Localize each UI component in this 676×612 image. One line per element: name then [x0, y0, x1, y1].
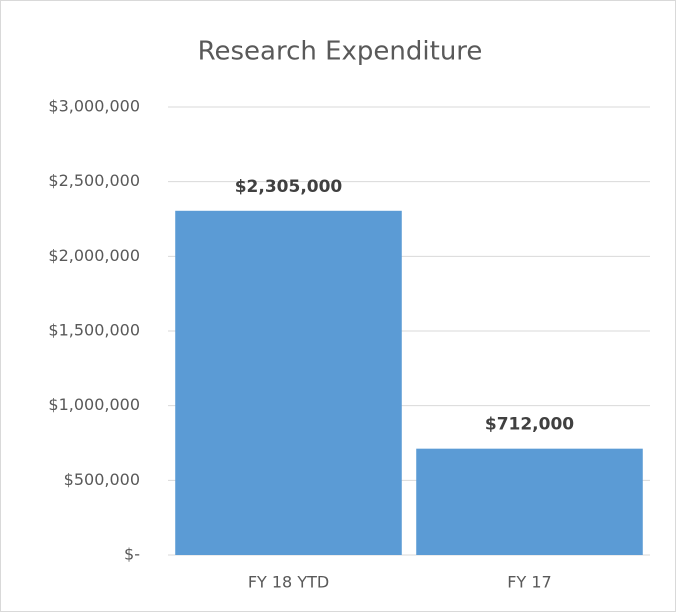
data-label: $2,305,000	[235, 177, 343, 197]
y-tick-label: $3,000,000	[48, 97, 140, 116]
y-tick-label: $-	[124, 545, 140, 564]
chart-title: Research Expenditure	[198, 37, 483, 67]
y-tick-label: $1,500,000	[48, 321, 140, 340]
bar	[175, 210, 402, 555]
y-tick-label: $1,000,000	[48, 395, 140, 414]
x-tick-label: FY 17	[507, 573, 551, 592]
y-tick-label: $2,500,000	[48, 171, 140, 190]
bar	[416, 448, 643, 555]
y-tick-label: $2,000,000	[48, 246, 140, 265]
data-label: $712,000	[485, 415, 574, 435]
y-tick-label: $500,000	[64, 470, 140, 489]
x-tick-label: FY 18 YTD	[248, 573, 329, 592]
